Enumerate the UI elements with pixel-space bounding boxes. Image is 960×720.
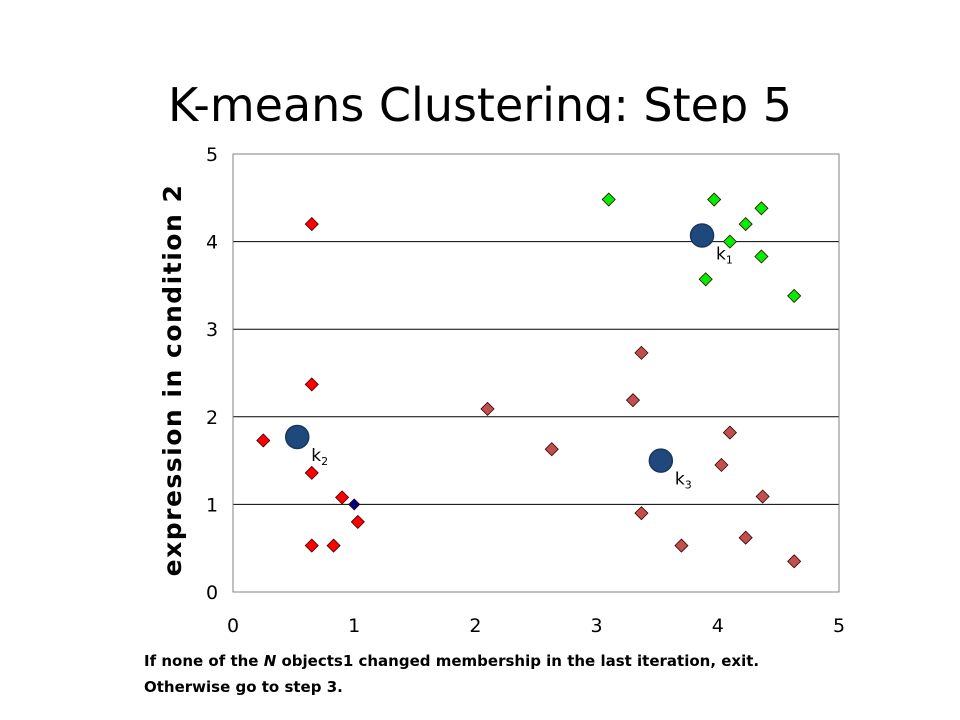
data-point (304, 217, 319, 232)
data-point (714, 457, 729, 473)
data-point (674, 538, 689, 553)
data-point (480, 401, 495, 416)
data-point (722, 234, 737, 249)
data-point (350, 514, 365, 529)
x-tick-label: 4 (712, 615, 724, 637)
data-point (634, 345, 649, 360)
caption-line-1: If none of the N objects1 changed member… (144, 648, 864, 674)
data-point (544, 442, 559, 457)
centroid-label: k1 (716, 244, 733, 266)
data-point (601, 192, 616, 207)
caption-line-1-end: objects1 changed membership in the last … (276, 652, 760, 670)
y-tick-label: 4 (206, 232, 218, 254)
data-point (335, 490, 350, 505)
y-tick-label: 1 (206, 494, 218, 516)
data-point (755, 489, 770, 504)
y-tick-labels: 0 1 2 3 4 5 (206, 144, 218, 604)
x-tick-label: 5 (833, 615, 845, 637)
caption: If none of the N objects1 changed member… (144, 648, 864, 700)
y-tick-label: 5 (206, 144, 218, 166)
data-point (738, 530, 753, 545)
data-point (787, 288, 802, 303)
centroids: k1 k2 k3 (284, 223, 733, 492)
y-tick-label: 3 (206, 319, 218, 341)
y-tick-label: 2 (206, 407, 218, 429)
data-points (256, 192, 802, 569)
data-point (754, 249, 769, 264)
grid-lines (233, 241, 839, 505)
x-tick-label: 0 (227, 615, 239, 637)
caption-line-2: Otherwise go to step 3. (144, 678, 343, 696)
data-point (707, 192, 722, 207)
data-point (698, 272, 713, 287)
x-tick-label: 3 (591, 615, 603, 637)
data-point (304, 538, 319, 553)
chart-background (137, 123, 857, 715)
centroid-marker (689, 223, 715, 248)
caption-line-1-emphasis: N (263, 652, 277, 670)
x-tick-labels: 0 1 2 3 4 5 (227, 615, 845, 637)
centroid-label: k3 (675, 470, 692, 492)
x-tick-label: 1 (348, 615, 360, 637)
centroid-label: k2 (311, 446, 328, 468)
data-point (256, 433, 271, 448)
x-tick-label: 2 (469, 615, 481, 637)
data-point (787, 554, 802, 569)
data-point (348, 498, 361, 511)
centroid-marker (284, 424, 310, 450)
y-tick-label: 0 (206, 582, 218, 604)
data-point (722, 425, 737, 440)
data-point (326, 538, 341, 553)
data-point (304, 377, 319, 392)
data-point (738, 217, 753, 232)
caption-line-1-start: If none of the (144, 652, 264, 670)
data-point (634, 506, 649, 521)
y-axis-label: expression in condition 2 (158, 184, 187, 577)
data-point (304, 465, 319, 480)
data-point (625, 393, 641, 408)
centroid-marker (648, 448, 674, 473)
plot-area-border (232, 153, 840, 593)
data-point (754, 201, 769, 216)
